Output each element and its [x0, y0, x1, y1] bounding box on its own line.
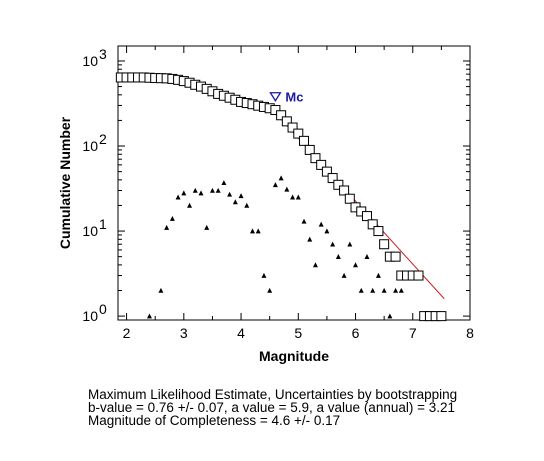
data-point-square: [293, 128, 304, 139]
data-point-triangle: [146, 313, 152, 319]
x-tick-label: 6: [352, 325, 360, 341]
data-point-triangle: [307, 236, 313, 242]
mc-marker: Mc: [269, 90, 303, 105]
data-point-square: [299, 135, 310, 146]
y-axis-title: Cumulative Number: [57, 116, 73, 249]
data-point-triangle: [324, 228, 330, 234]
data-point-square: [333, 179, 344, 190]
data-point-triangle: [364, 253, 370, 259]
data-point-square: [373, 226, 384, 237]
data-point-triangle: [290, 194, 296, 200]
x-tick-label: 4: [237, 325, 245, 341]
data-point-triangle: [221, 180, 227, 186]
x-tick-label: 8: [466, 325, 474, 341]
y-tick-label: 10: [82, 138, 98, 154]
data-point-square: [321, 166, 332, 177]
y-tick-label: 10: [82, 53, 98, 69]
data-point-triangle: [381, 287, 387, 293]
y-tick-exponent: 1: [99, 216, 107, 232]
data-point-square: [390, 251, 401, 262]
data-point-triangle: [347, 241, 353, 247]
data-point-triangle: [244, 202, 250, 208]
data-point-triangle: [187, 202, 193, 208]
data-point-triangle: [393, 287, 399, 293]
data-point-triangle: [238, 193, 244, 199]
y-tick-exponent: 3: [99, 46, 107, 62]
data-point-triangle: [169, 215, 175, 221]
data-point-triangle: [295, 194, 301, 200]
x-tick-label: 2: [123, 325, 131, 341]
data-point-triangle: [387, 313, 393, 319]
data-point-triangle: [284, 186, 290, 192]
mc-triangle-icon: [269, 92, 282, 102]
data-point-triangle: [204, 224, 210, 230]
data-point-triangle: [250, 228, 255, 234]
data-point-square: [367, 219, 378, 230]
data-point-square: [270, 105, 281, 116]
data-point-triangle: [255, 228, 261, 234]
x-tick-label: 7: [409, 325, 417, 341]
plot-frame: [117, 45, 471, 321]
data-point-triangle: [181, 190, 187, 196]
x-tick-label: 5: [294, 325, 302, 341]
y-tick-label: 10: [82, 223, 98, 239]
data-point-square: [413, 270, 424, 281]
data-point-square: [304, 144, 315, 155]
data-point-square: [436, 311, 447, 322]
data-point-triangle: [227, 191, 233, 197]
data-point-square: [276, 110, 287, 121]
caption-completeness: Magnitude of Completeness = 4.6 +/- 0.17: [88, 413, 341, 428]
data-point-square: [344, 193, 355, 204]
x-tick-label: 3: [180, 325, 188, 341]
data-point-triangle: [164, 224, 170, 230]
data-point-triangle: [215, 187, 221, 193]
cumulative-series: [115, 72, 447, 322]
y-tick-exponent: 2: [99, 131, 107, 147]
noncumulative-series: [146, 175, 404, 319]
data-point-triangle: [398, 287, 404, 293]
data-point-triangle: [192, 187, 198, 193]
axis-ticks: [118, 46, 471, 320]
data-point-square: [339, 185, 350, 196]
y-tick-exponent: 0: [99, 301, 107, 317]
x-axis-title: Magnitude: [259, 348, 329, 364]
data-point-triangle: [301, 218, 307, 224]
data-point-triangle: [370, 287, 376, 293]
x-tick-labels: 2 3 4 5 6 7 8: [123, 325, 474, 341]
mc-label: Mc: [285, 90, 303, 105]
data-point-triangle: [341, 272, 347, 278]
data-point-square: [327, 173, 338, 184]
data-point-triangle: [272, 182, 278, 188]
data-point-square: [379, 239, 390, 250]
data-point-square: [361, 211, 372, 222]
data-point-triangle: [375, 272, 381, 278]
data-point-triangle: [232, 199, 238, 205]
caption: Maximum Likelihood Estimate, Uncertainti…: [88, 387, 538, 428]
data-point-square: [310, 153, 321, 164]
data-point-triangle: [198, 190, 204, 196]
data-point-triangle: [209, 187, 215, 193]
data-point-triangle: [261, 272, 267, 278]
data-point-triangle: [278, 175, 284, 181]
data-point-triangle: [175, 194, 181, 200]
data-point-triangle: [318, 221, 324, 227]
data-point-triangle: [335, 253, 341, 259]
data-point-triangle: [330, 241, 336, 247]
data-point-triangle: [158, 287, 164, 293]
caption-method: Maximum Likelihood Estimate, Uncertainti…: [88, 387, 458, 402]
data-point-triangle: [267, 287, 273, 293]
data-point-square: [287, 122, 298, 133]
caption-b-value: b-value = 0.76 +/- 0.07, a value = 5.9, …: [88, 400, 456, 415]
data-point-square: [281, 116, 292, 127]
y-tick-label: 10: [82, 308, 98, 324]
data-point-triangle: [358, 287, 364, 293]
data-point-square: [316, 159, 327, 170]
data-point-triangle: [353, 262, 359, 268]
data-point-triangle: [312, 262, 318, 268]
